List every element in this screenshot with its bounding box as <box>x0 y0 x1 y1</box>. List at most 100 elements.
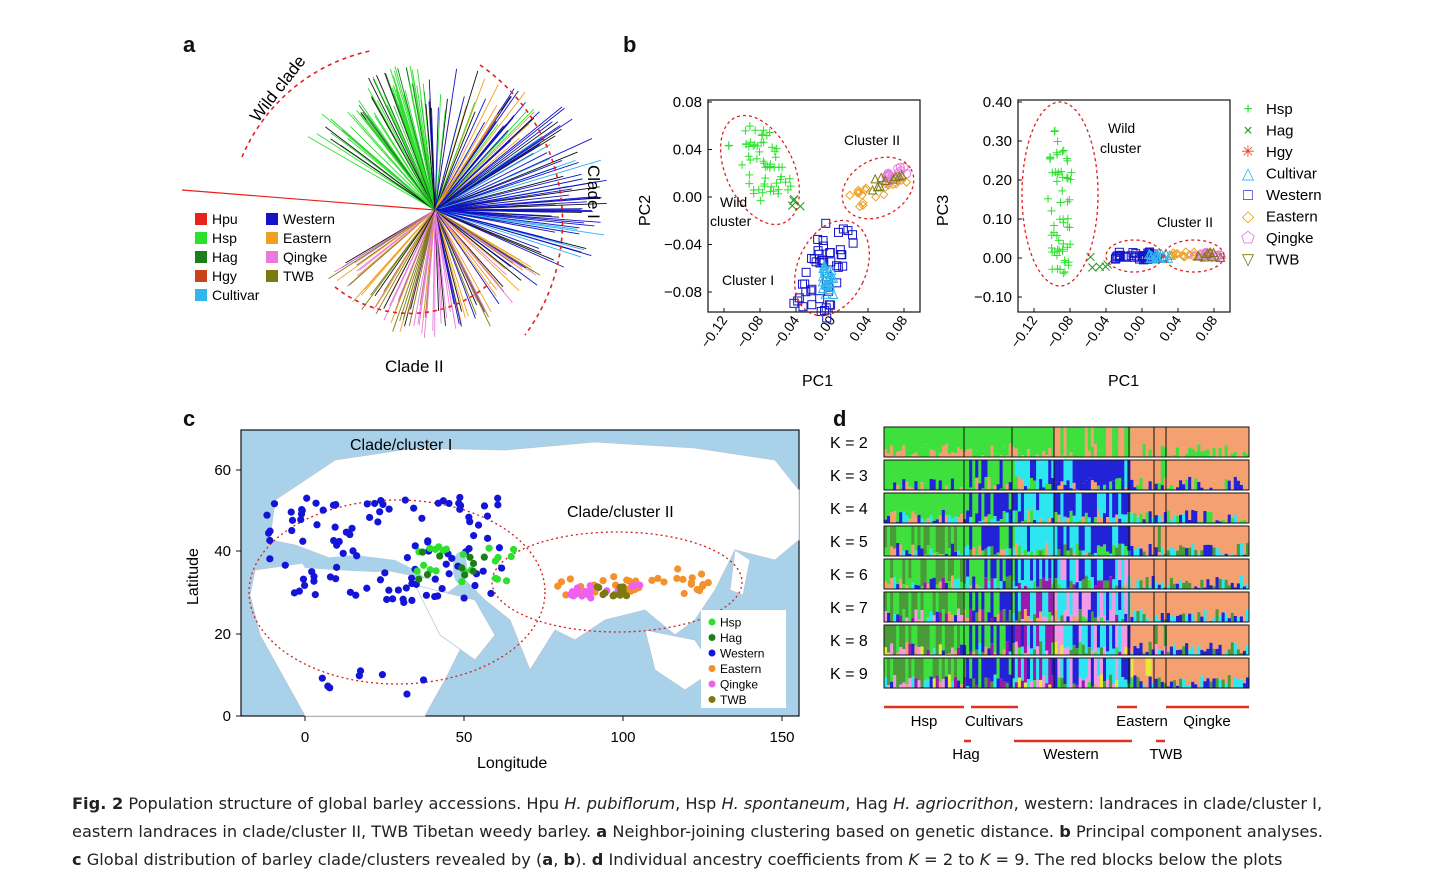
structure-bar <box>1011 592 1016 614</box>
structure-bar <box>908 625 912 644</box>
structure-bar <box>1142 658 1146 686</box>
structure-bar <box>1209 559 1213 586</box>
pca-point-hag <box>789 196 798 205</box>
map-ytick-label: 20 <box>214 626 231 643</box>
structure-bar <box>1182 526 1186 547</box>
structure-bar <box>1239 460 1244 485</box>
structure-bar <box>1245 645 1250 655</box>
structure-bar <box>1051 559 1055 584</box>
pca-point-hsp <box>1064 258 1073 267</box>
structure-bar <box>884 581 888 589</box>
pca-ytick-label: −0.08 <box>664 284 702 301</box>
structure-bar <box>1081 427 1086 450</box>
group-label-western: Western <box>1043 746 1099 763</box>
tree-branch-154 <box>434 173 582 211</box>
structure-bar <box>1200 616 1204 622</box>
structure-bar <box>1233 677 1238 688</box>
tree-branch-53 <box>340 145 436 211</box>
structure-bar <box>972 658 976 679</box>
structure-bar <box>1099 427 1104 451</box>
tree-branch-281 <box>334 209 436 273</box>
pca-legend-label-qingke: Qingke <box>1266 230 1314 247</box>
structure-bar <box>1026 587 1031 589</box>
structure-bar <box>1069 592 1073 615</box>
structure-bar <box>1215 460 1219 486</box>
map-point-western <box>383 595 391 604</box>
tree-branch-122 <box>434 194 570 211</box>
structure-bar <box>1072 592 1077 616</box>
tree-branch-184 <box>434 201 587 211</box>
tree-legend-swatch-western <box>266 213 278 225</box>
structure-bar <box>890 620 894 622</box>
structure-bar <box>1060 526 1064 556</box>
structure-bar <box>957 493 961 518</box>
tree-legend-swatch-twb <box>266 270 278 282</box>
structure-bar <box>963 519 967 523</box>
structure-bar <box>957 592 961 609</box>
neighbor-joining-tree: Wild clade Clade I Clade II HpuHspHagHgy… <box>181 50 607 376</box>
map-point-western <box>431 592 439 601</box>
structure-bar <box>1005 526 1010 549</box>
map-point-eastern <box>557 578 566 586</box>
structure-bar <box>1036 625 1040 647</box>
structure-bar <box>1182 658 1186 679</box>
structure-bar <box>1090 650 1095 655</box>
structure-bar <box>1142 444 1146 457</box>
structure-bar <box>1224 445 1229 457</box>
structure-bar <box>1078 658 1083 678</box>
structure-bar <box>1191 543 1195 556</box>
structure-bar <box>1230 642 1235 655</box>
structure-bar <box>1239 451 1244 457</box>
structure-bar <box>969 549 973 556</box>
structure-bar <box>1236 678 1241 688</box>
structure-bar <box>1215 559 1219 578</box>
clade-i-arc <box>479 64 564 336</box>
pca-right-cluster-i-label: Cluster I <box>1104 281 1156 297</box>
structure-bar <box>1124 460 1128 488</box>
structure-bar <box>944 613 949 622</box>
map-point-hsp <box>485 544 493 552</box>
structure-bar <box>1121 625 1125 655</box>
map-point-hsp <box>458 578 466 586</box>
structure-bar <box>1069 547 1073 556</box>
structure-bar <box>1245 592 1250 610</box>
structure-bar <box>963 526 967 548</box>
structure-bar <box>990 427 994 446</box>
structure-bar <box>1063 526 1067 545</box>
structure-bar <box>890 546 894 556</box>
structure-bar <box>1011 493 1016 511</box>
structure-bar <box>1203 559 1207 588</box>
structure-bar <box>1008 674 1013 688</box>
structure-bar <box>884 449 888 457</box>
structure-bar <box>1169 646 1174 655</box>
structure-bar <box>908 559 912 579</box>
tree-branch-166 <box>434 144 551 211</box>
structure-bar <box>1093 460 1098 483</box>
structure-bar <box>981 625 985 653</box>
map-point-western <box>431 575 439 583</box>
map-legend-dot-qingke <box>708 680 716 688</box>
tree-branch-0 <box>307 136 436 211</box>
structure-bar <box>947 592 952 612</box>
structure-bar <box>923 592 927 622</box>
structure-bar <box>947 427 952 454</box>
structure-bar <box>1039 611 1043 622</box>
structure-bar <box>1020 455 1025 457</box>
pca-point-hsp <box>762 131 771 140</box>
structure-bar <box>1136 526 1140 549</box>
structure-bar <box>890 643 894 655</box>
structure-bar <box>966 685 970 688</box>
pca-point-hsp <box>761 174 770 183</box>
structure-bar <box>935 675 940 688</box>
structure-bar <box>1087 477 1092 490</box>
structure-bar <box>1121 514 1125 523</box>
structure-bar <box>1121 586 1125 589</box>
structure-bar <box>1160 612 1165 622</box>
structure-bar <box>890 460 894 487</box>
structure-bar <box>1036 592 1040 619</box>
structure-bar <box>926 518 931 523</box>
structure-bar <box>960 460 964 487</box>
structure-bar <box>893 577 897 589</box>
structure-bar <box>1075 559 1080 583</box>
pca-xtick-label: 0.00 <box>810 312 839 344</box>
